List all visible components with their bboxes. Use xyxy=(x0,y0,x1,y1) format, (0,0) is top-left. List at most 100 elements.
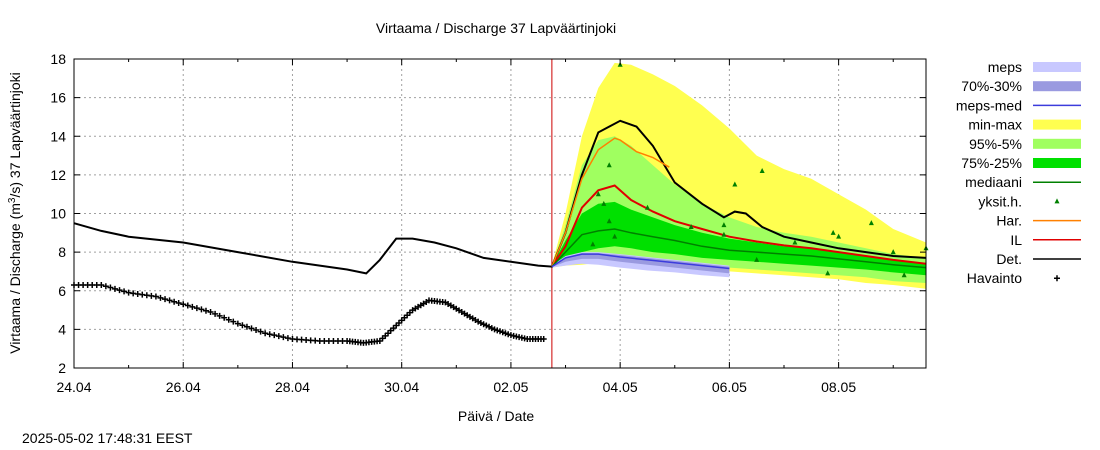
observation-marker xyxy=(189,303,196,310)
series-line-meps_med xyxy=(551,253,730,270)
yksit-point xyxy=(721,231,727,237)
series-line-il xyxy=(551,184,927,268)
yksit-point xyxy=(644,204,650,210)
legend-label-minmax: min-max xyxy=(968,117,1022,133)
observation-marker xyxy=(262,330,269,337)
observation-marker xyxy=(221,314,228,321)
x-tick-label: 28.04 xyxy=(275,379,310,395)
x-tick-label: 04.05 xyxy=(603,379,638,395)
observation-marker xyxy=(166,297,173,304)
observation-marker xyxy=(253,327,260,334)
yksit-point xyxy=(754,256,760,262)
yksit-point xyxy=(606,162,612,168)
yksit-point xyxy=(830,229,836,235)
y-tick-label: 16 xyxy=(50,90,66,106)
observation-marker xyxy=(111,285,118,292)
observation-marker xyxy=(98,281,105,288)
scatter-points xyxy=(590,61,929,278)
axes: 2 4 6 8 10 12 14 16 18 24.04 26.04 28.04 30.04 02.05 0… xyxy=(50,51,927,395)
observation-marker xyxy=(230,318,237,325)
legend-label-havainto: Havainto xyxy=(967,270,1022,286)
legend-swatch-meps xyxy=(1033,62,1081,72)
yksit-point xyxy=(688,224,694,230)
observation-marker xyxy=(175,299,182,306)
y-axis-label: Virtaama / Discharge (m3/s) 37 Lapväärti… xyxy=(7,72,24,354)
yksit-point xyxy=(890,249,896,255)
legend-label-det: Det. xyxy=(996,251,1022,267)
y-tick-label: 2 xyxy=(58,360,66,376)
y-axis-label-prefix: Virtaama / Discharge (m xyxy=(7,203,23,354)
legend-swatch-havainto xyxy=(1054,275,1060,282)
observation-marker xyxy=(116,287,123,294)
x-tick-label: 06.05 xyxy=(712,379,747,395)
timestamp: 2025-05-02 17:48:31 EEST xyxy=(22,430,193,446)
observation-marker xyxy=(239,322,246,329)
y-tick-label: 12 xyxy=(50,167,66,183)
lines xyxy=(73,59,927,368)
legend-swatch-p75_25 xyxy=(1033,158,1081,168)
observation-marker xyxy=(157,294,164,301)
y-tick-label: 6 xyxy=(58,283,66,299)
observation-marker xyxy=(266,331,273,338)
legend-swatch-p95_5 xyxy=(1033,138,1081,149)
observation-marker xyxy=(202,307,209,314)
yksit-point xyxy=(868,220,874,226)
observation-marker xyxy=(248,325,255,332)
x-axis-label: Päivä / Date xyxy=(458,408,534,424)
y-tick-label: 4 xyxy=(58,321,66,337)
legend-label-p75_25: 75%-25% xyxy=(961,155,1022,171)
x-tick-label: 30.04 xyxy=(384,379,419,395)
y-tick-label: 10 xyxy=(50,206,66,222)
legend-label-yksit: yksit.h. xyxy=(978,193,1022,209)
y-axis-label-suffix: /s) 37 Lapväärtinjoki xyxy=(7,72,23,197)
legend-label-p95_5: 95%-5% xyxy=(969,136,1022,152)
observation-marker xyxy=(162,296,169,303)
y-tick-label: 14 xyxy=(50,128,66,144)
legend-label-meps: meps xyxy=(988,59,1022,75)
observation-marker xyxy=(193,305,200,312)
observation-marker xyxy=(234,320,241,327)
legend-swatch-yksit xyxy=(1054,198,1060,204)
observation-marker xyxy=(225,316,232,323)
chart-title: Virtaama / Discharge 37 Lapväärtinjoki xyxy=(376,20,616,36)
yksit-point xyxy=(732,181,738,187)
x-tick-label: 02.05 xyxy=(493,379,528,395)
observation-marker xyxy=(280,334,287,341)
x-tick-label: 24.04 xyxy=(56,379,91,395)
observation-marker xyxy=(243,323,250,330)
legend: meps 70%-30% meps-med min-max 95%-5% 75%-25% m… xyxy=(956,59,1081,286)
observation-marker xyxy=(152,293,159,300)
band-meps_7030 xyxy=(551,253,730,274)
x-tick-label: 08.05 xyxy=(821,379,856,395)
observation-marker xyxy=(102,283,109,290)
observation-marker xyxy=(207,308,214,315)
yksit-point xyxy=(836,233,842,239)
observation-marker xyxy=(121,288,128,295)
observation-marker xyxy=(216,312,223,319)
yksit-point xyxy=(759,168,765,174)
yksit-point xyxy=(595,191,601,197)
observation-marker xyxy=(212,310,219,317)
x-tick-label: 26.04 xyxy=(166,379,201,395)
legend-label-mediaani: mediaani xyxy=(965,174,1022,190)
plot-frame xyxy=(73,58,927,369)
observation-marker xyxy=(184,302,191,309)
observation-marker xyxy=(198,306,205,313)
observation-marker xyxy=(284,335,291,342)
observation-marker xyxy=(540,336,547,343)
legend-label-meps_med: meps-med xyxy=(956,97,1022,113)
yksit-point xyxy=(825,270,831,276)
band-p75_25 xyxy=(551,201,926,276)
series-line-har xyxy=(551,137,670,267)
series-line-mediaani xyxy=(551,228,927,269)
legend-label-meps_7030: 70%-30% xyxy=(961,78,1022,94)
legend-label-il: IL xyxy=(1010,232,1022,248)
observation-marker xyxy=(171,298,178,305)
legend-label-har: Har. xyxy=(996,213,1022,229)
observation-marker xyxy=(271,332,278,339)
yksit-point xyxy=(792,239,798,245)
legend-swatch-meps_7030 xyxy=(1033,81,1081,92)
legend-swatch-minmax xyxy=(1033,119,1081,130)
yksit-point xyxy=(601,200,607,206)
